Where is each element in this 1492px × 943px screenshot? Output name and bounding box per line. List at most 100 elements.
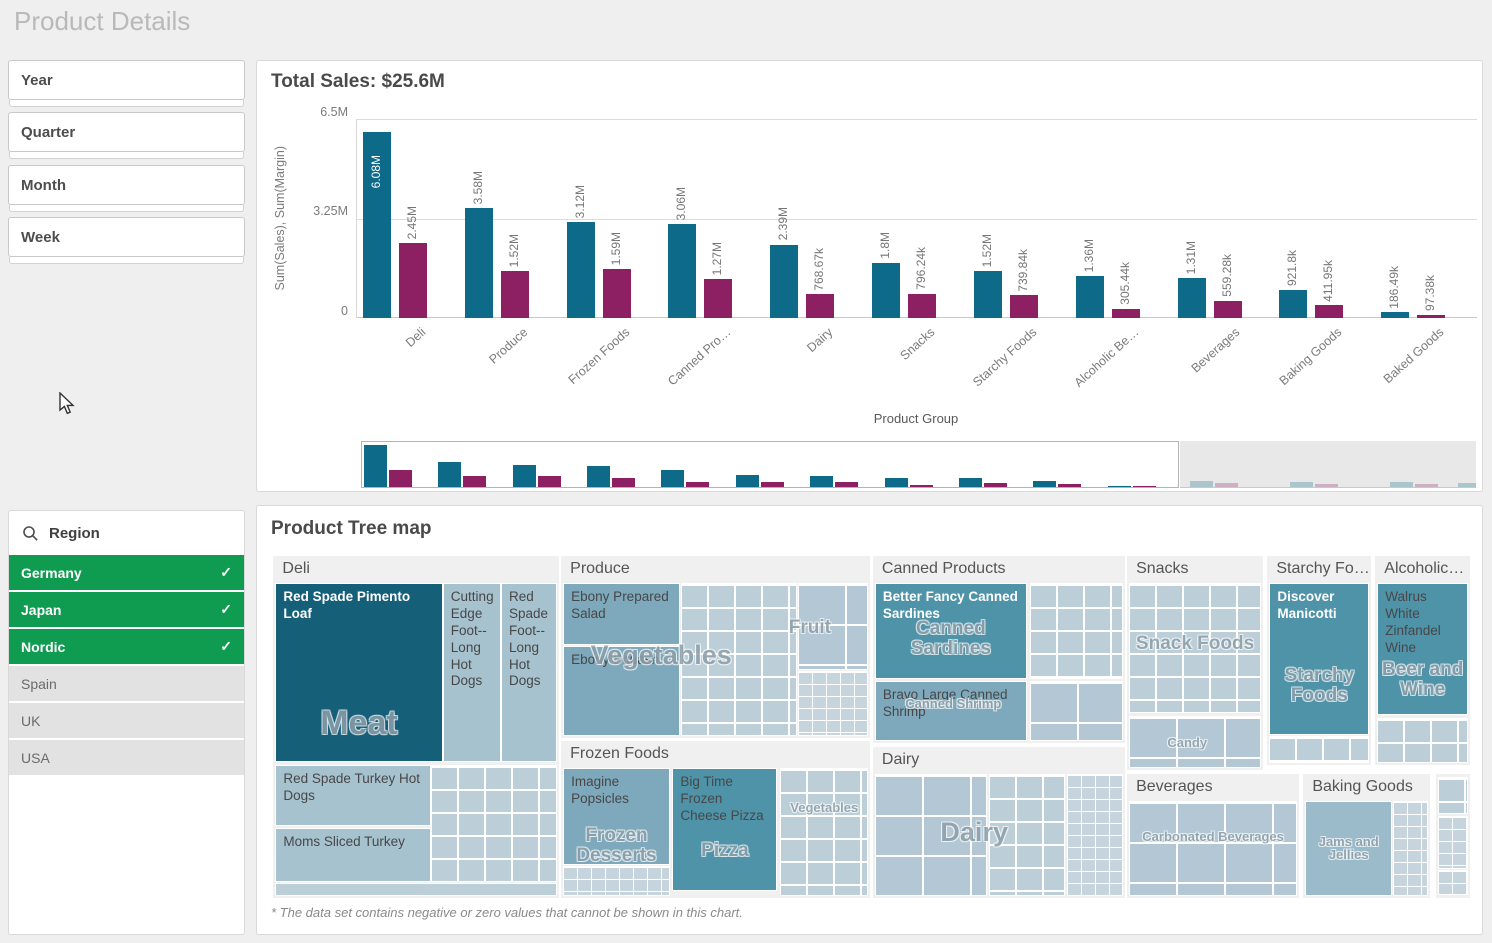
bar-margin-4[interactable] bbox=[704, 279, 733, 318]
treemap-cell-group[interactable] bbox=[564, 866, 669, 895]
bar-sales-7[interactable] bbox=[973, 271, 1002, 318]
treemap-section-content: Discover Manicotti Starchy Foods bbox=[1270, 584, 1369, 763]
bar-margin-2[interactable] bbox=[500, 271, 529, 318]
treemap-cell-group[interactable] bbox=[1439, 816, 1467, 868]
region-item-germany[interactable]: Germany ✓ bbox=[9, 555, 244, 590]
treemap-cell[interactable]: Ebony Squash bbox=[564, 647, 680, 735]
treemap-cell[interactable]: Imagine Popsicles bbox=[564, 769, 669, 864]
chart-scroll-window[interactable] bbox=[361, 441, 1179, 488]
treemap-cell-group[interactable] bbox=[1130, 584, 1261, 713]
chart-scroll-overflow[interactable] bbox=[1180, 441, 1476, 488]
bar-margin-9[interactable] bbox=[1213, 300, 1242, 318]
bar-value-label: 1.36M bbox=[1081, 239, 1096, 273]
treemap-cell[interactable]: Red Spade Pimento Loaf bbox=[276, 584, 442, 762]
treemap-cell[interactable]: Red Spade Turkey Hot Dogs bbox=[276, 765, 430, 825]
treemap-cell-group[interactable] bbox=[1270, 737, 1369, 763]
treemap-cell-label: Cutting Edge Foot--Long Hot Dogs bbox=[450, 589, 494, 689]
treemap-cell-label: Big Time Frozen Cheese Pizza bbox=[680, 774, 764, 824]
treemap-cell-group[interactable] bbox=[276, 884, 557, 895]
treemap-section-header: Produce bbox=[570, 560, 630, 577]
treemap-cell-group[interactable] bbox=[799, 584, 868, 669]
treemap-cell[interactable]: Moms Sliced Turkey bbox=[276, 829, 430, 881]
region-item-spain[interactable]: Spain bbox=[9, 666, 244, 701]
mini-bar bbox=[1107, 485, 1131, 487]
bar-margin-8[interactable] bbox=[1111, 308, 1140, 318]
mini-bar bbox=[735, 474, 759, 487]
mini-bar bbox=[983, 483, 1007, 487]
treemap-cell-group[interactable] bbox=[682, 584, 797, 735]
treemap-cell-label: Moms Sliced Turkey bbox=[283, 834, 405, 850]
bar-sales-6[interactable] bbox=[872, 262, 901, 318]
treemap-cell-group[interactable] bbox=[1378, 718, 1467, 763]
bar-sales-11[interactable] bbox=[1381, 312, 1410, 318]
bar-sales-3[interactable] bbox=[566, 222, 595, 318]
treemap-cell[interactable]: Ebony Prepared Salad bbox=[564, 584, 680, 645]
treemap-cell-group[interactable] bbox=[1030, 682, 1122, 741]
bar-margin-6[interactable] bbox=[908, 293, 937, 318]
bar-margin-1[interactable] bbox=[399, 243, 427, 318]
treemap-cell[interactable]: Red Spade Foot--Long Hot Dogs bbox=[502, 584, 557, 762]
treemap-section-produce: Produce Ebony Prepared Salad Ebony Squash V… bbox=[561, 556, 871, 738]
treemap-cell-group[interactable] bbox=[1130, 716, 1261, 768]
region-item-japan[interactable]: Japan ✓ bbox=[9, 592, 244, 627]
bar-margin-7[interactable] bbox=[1009, 295, 1038, 318]
bar-value-label: 411.95k bbox=[1321, 259, 1336, 302]
treemap-section-content: Walrus White Zinfandel Wine Beer and Wine bbox=[1378, 584, 1467, 763]
treemap-cell[interactable]: Big Time Frozen Cheese Pizza bbox=[673, 769, 777, 890]
treemap-cell[interactable]: Better Fancy Canned Sardines bbox=[875, 584, 1026, 678]
mini-bar bbox=[587, 465, 611, 487]
treemap-cell-group[interactable] bbox=[781, 769, 868, 895]
filter-quarter-label[interactable]: Quarter bbox=[8, 112, 245, 152]
filter-year-strip bbox=[9, 100, 244, 107]
filter-quarter[interactable]: Quarter bbox=[8, 112, 245, 159]
bar-sales-9[interactable] bbox=[1177, 277, 1206, 318]
treemap-cell-label: Red Spade Pimento Loaf bbox=[283, 589, 411, 621]
treemap-section-content bbox=[1439, 777, 1467, 895]
bar-margin-10[interactable] bbox=[1315, 305, 1344, 318]
treemap-section-header: Alcoholic… bbox=[1384, 560, 1465, 577]
treemap-cell-group[interactable] bbox=[1306, 801, 1392, 895]
treemap-cell-label: Walrus White Zinfandel Wine bbox=[1385, 589, 1441, 655]
mini-bar bbox=[686, 481, 710, 487]
region-item-usa[interactable]: USA bbox=[9, 740, 244, 775]
filter-week-label[interactable]: Week bbox=[8, 217, 245, 257]
bar-sales-10[interactable] bbox=[1279, 289, 1308, 318]
y-axis-title-wrap: Sum(Sales), Sum(Margin) bbox=[271, 119, 289, 318]
treemap-cell-group[interactable] bbox=[1439, 871, 1467, 894]
bar-value-label: 6.08M bbox=[369, 154, 383, 188]
treemap-section-content: Jams and Jellies bbox=[1306, 801, 1428, 895]
bar-margin-11[interactable] bbox=[1417, 315, 1446, 318]
region-item-uk[interactable]: UK bbox=[9, 703, 244, 738]
bar-sales-4[interactable] bbox=[668, 224, 697, 318]
bar-margin-3[interactable] bbox=[602, 269, 631, 318]
treemap-cell-group[interactable] bbox=[1030, 584, 1122, 678]
search-icon[interactable] bbox=[22, 525, 39, 542]
filter-year[interactable]: Year bbox=[8, 60, 245, 107]
bar-sales-1[interactable] bbox=[363, 131, 391, 318]
region-header[interactable]: Region bbox=[9, 511, 244, 555]
bar-sales-5[interactable] bbox=[770, 244, 799, 318]
region-item-nordic[interactable]: Nordic ✓ bbox=[9, 629, 244, 664]
treemap-cell-group[interactable] bbox=[432, 765, 557, 881]
treemap-cell[interactable]: Discover Manicotti bbox=[1270, 584, 1369, 734]
filter-year-label[interactable]: Year bbox=[8, 60, 245, 100]
treemap-cell[interactable]: Cutting Edge Foot--Long Hot Dogs bbox=[443, 584, 500, 762]
filter-month-label[interactable]: Month bbox=[8, 165, 245, 205]
filter-week[interactable]: Week bbox=[8, 217, 245, 264]
treemap-cell[interactable]: Bravo Large Canned Shrimp bbox=[875, 682, 1026, 741]
treemap-cell-group[interactable] bbox=[1130, 801, 1297, 895]
treemap-cell-group[interactable] bbox=[875, 775, 987, 895]
treemap-cell[interactable]: Walrus White Zinfandel Wine bbox=[1378, 584, 1467, 715]
treemap-cell-group[interactable] bbox=[799, 672, 868, 735]
bar-sales-2[interactable] bbox=[464, 208, 493, 318]
bar-chart-panel: Total Sales: $25.6M Sum(Sales), Sum(Marg… bbox=[256, 60, 1483, 492]
treemap-cell-group[interactable] bbox=[990, 775, 1064, 895]
treemap-cell-group[interactable] bbox=[1393, 801, 1428, 895]
bar-margin-5[interactable] bbox=[806, 294, 835, 318]
filter-month[interactable]: Month bbox=[8, 165, 245, 212]
treemap-cell-label: Bravo Large Canned Shrimp bbox=[882, 687, 1008, 720]
treemap-section-header: Deli bbox=[282, 560, 310, 577]
treemap-cell-group[interactable] bbox=[1067, 775, 1122, 895]
treemap-cell-group[interactable] bbox=[1439, 777, 1467, 814]
bar-sales-8[interactable] bbox=[1075, 276, 1104, 318]
